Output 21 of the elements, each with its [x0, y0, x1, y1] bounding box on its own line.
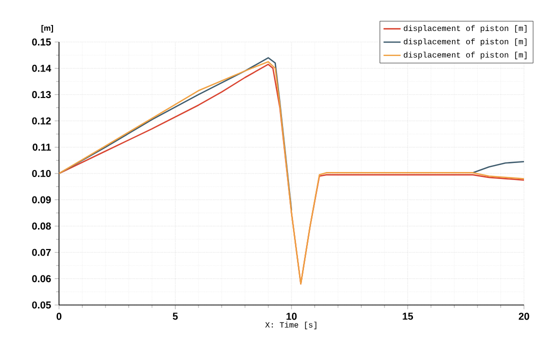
x-tick-label: 5 [172, 312, 178, 320]
y-tick-label: 0.05 [32, 301, 51, 309]
y-tick-label: 0.15 [32, 38, 51, 46]
y-tick-label: 0.09 [32, 196, 51, 204]
y-tick-label: 0.07 [32, 248, 51, 256]
legend-label: displacement of piston [m] [404, 52, 526, 60]
y-axis-title: [m] [41, 25, 54, 32]
x-tick-label: 15 [402, 312, 414, 320]
y-tick-label: 0.06 [32, 275, 51, 282]
y-tick-label: 0.11 [32, 144, 51, 151]
x-tick-label: 20 [518, 312, 530, 320]
legend-label: displacement of piston [m] [404, 25, 526, 33]
y-tick-label: 0.13 [32, 91, 51, 98]
y-tick-label: 0.10 [32, 170, 51, 178]
legend-label: displacement of piston [m] [404, 38, 526, 46]
y-tick-label: 0.08 [32, 222, 51, 230]
y-tick-label: 0.12 [32, 117, 51, 124]
x-axis-title: X: Time [s] [265, 322, 316, 330]
y-tick-label: 0.14 [32, 64, 52, 72]
x-tick-label: 0 [56, 312, 62, 320]
x-tick-label: 10 [286, 312, 297, 320]
